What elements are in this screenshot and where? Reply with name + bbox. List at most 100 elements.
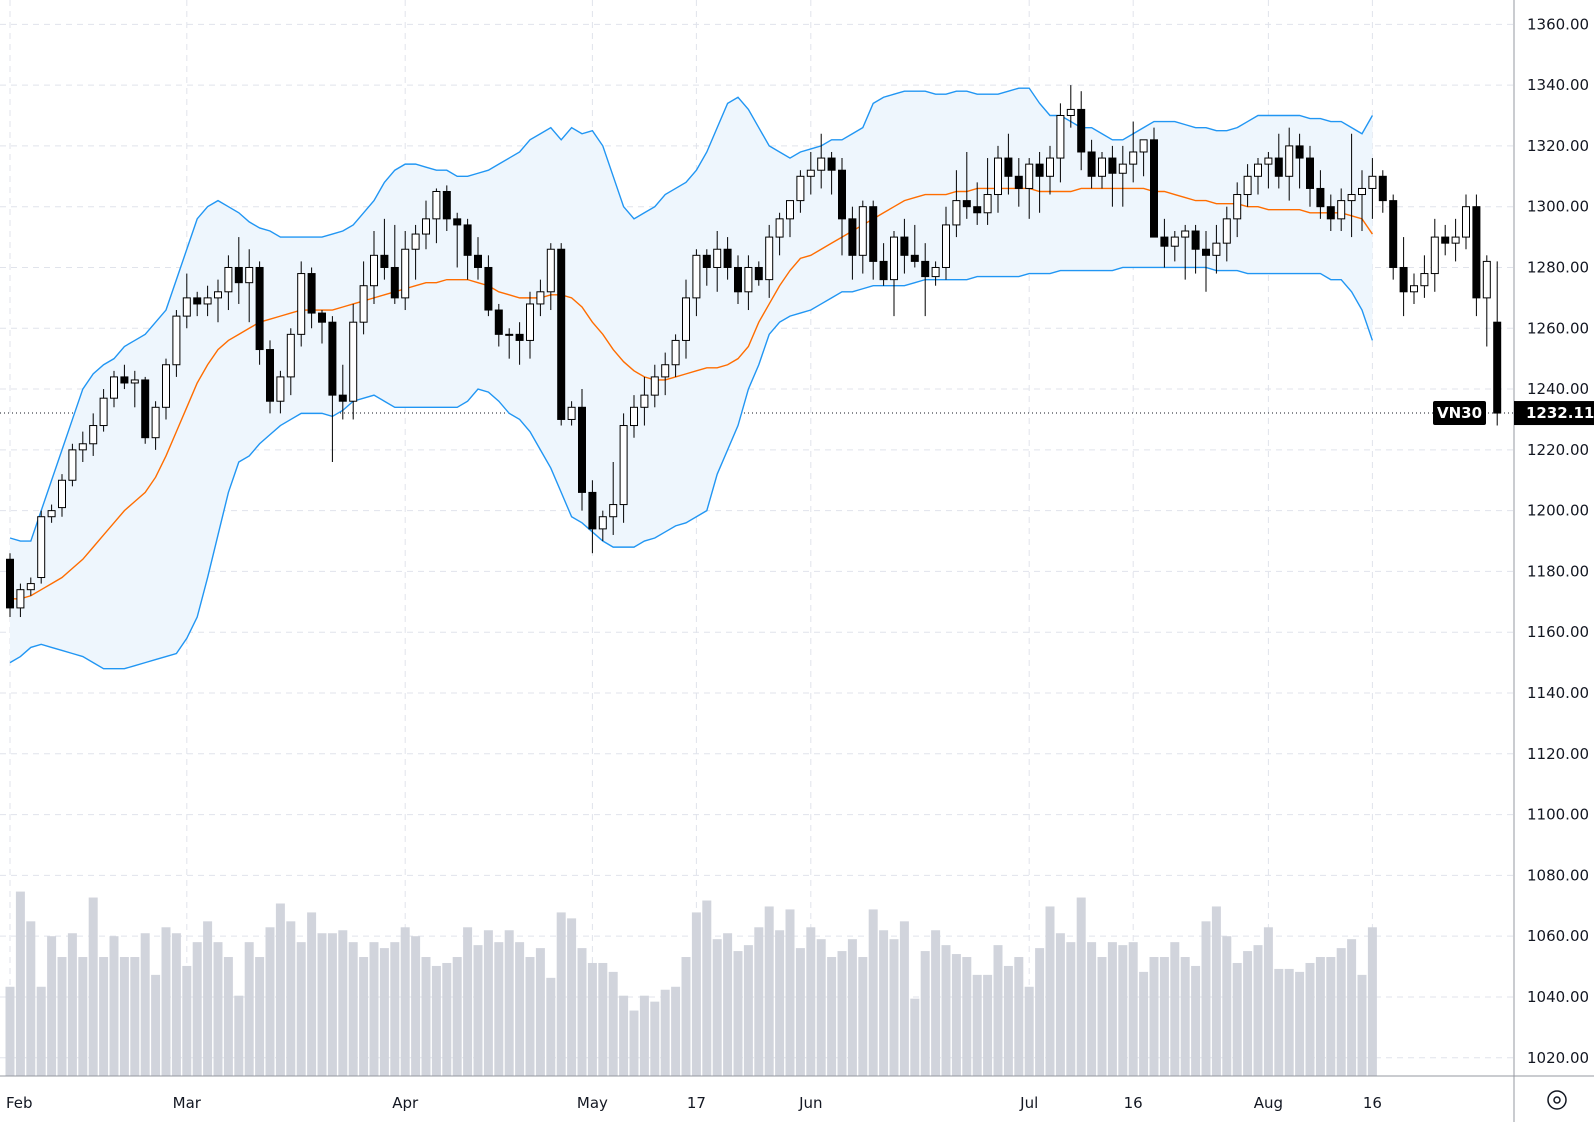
candle xyxy=(1056,103,1065,183)
volume-bar xyxy=(1118,945,1128,1076)
volume-bar xyxy=(515,942,525,1076)
candle xyxy=(973,182,982,225)
volume-bar xyxy=(431,965,441,1076)
candle xyxy=(338,364,347,420)
volume-bar xyxy=(1315,957,1325,1076)
volume-bar xyxy=(806,927,816,1076)
candle xyxy=(890,231,898,317)
candle xyxy=(578,389,586,511)
candle xyxy=(1191,224,1200,274)
candle xyxy=(297,261,306,347)
candle xyxy=(286,328,295,396)
candle xyxy=(214,279,222,323)
volume-bar xyxy=(598,962,608,1076)
time-axis[interactable]: Feb Mar Apr May 17 Jun Jul 16 Aug 16 xyxy=(0,1075,1594,1112)
volume-bar xyxy=(1211,906,1221,1076)
candle xyxy=(1430,218,1439,292)
candle xyxy=(1358,170,1366,232)
volume-bar xyxy=(379,948,389,1076)
candle xyxy=(817,133,826,189)
price-axis[interactable]: 1360.00 1340.00 1320.00 1300.00 1280.00 1260.… xyxy=(1513,0,1589,1122)
volume-bar xyxy=(608,971,618,1076)
volume-bar xyxy=(879,930,889,1076)
volume-bar xyxy=(473,945,483,1076)
candle xyxy=(1035,151,1044,213)
volume-bar xyxy=(442,962,452,1076)
volume-bar xyxy=(920,951,930,1076)
volume-bar xyxy=(1305,962,1315,1076)
volume-bar xyxy=(296,942,306,1076)
volume-bars xyxy=(5,891,1377,1076)
candle xyxy=(1326,194,1335,232)
volume-bar xyxy=(47,936,57,1076)
y-tick-label: 1200.00 xyxy=(1527,502,1589,520)
volume-bar xyxy=(348,942,358,1076)
candle xyxy=(921,243,930,317)
last-price-badge-text: 1232.11 xyxy=(1526,404,1594,422)
candle xyxy=(754,261,763,286)
volume-bar xyxy=(452,957,462,1076)
candle xyxy=(515,322,524,365)
candle xyxy=(1118,145,1127,207)
candle xyxy=(1098,151,1106,189)
candle xyxy=(806,151,815,195)
candle xyxy=(494,303,503,347)
volume-bar xyxy=(816,939,826,1076)
volume-bar xyxy=(972,974,982,1076)
candle xyxy=(838,158,846,256)
volume-bar xyxy=(463,927,473,1076)
volume-bar xyxy=(1024,986,1034,1076)
volume-bar xyxy=(899,921,909,1076)
candle xyxy=(650,364,659,408)
candle xyxy=(234,237,243,304)
candle xyxy=(1306,145,1314,207)
volume-bar xyxy=(754,927,764,1076)
symbol-badge-text: VN30 xyxy=(1437,404,1482,422)
volume-bar xyxy=(1274,968,1284,1076)
volume-bar xyxy=(1035,948,1045,1076)
candle xyxy=(6,553,14,618)
x-tick-label: 16 xyxy=(1124,1094,1143,1112)
candle xyxy=(422,200,430,250)
candle xyxy=(1399,237,1408,317)
volume-bar xyxy=(639,995,649,1076)
candle xyxy=(661,352,670,396)
volume-bar xyxy=(1159,957,1169,1076)
volume-bar xyxy=(255,957,265,1076)
candle xyxy=(879,243,888,286)
volume-bar xyxy=(1263,927,1273,1076)
volume-bar xyxy=(223,957,233,1076)
volume-bar xyxy=(702,900,712,1076)
candle xyxy=(962,151,971,219)
volume-bar xyxy=(983,974,993,1076)
volume-bar xyxy=(483,930,493,1076)
volume-bar xyxy=(1045,906,1055,1076)
last-price-badge: 1232.11 xyxy=(1514,401,1594,426)
settings-icon[interactable] xyxy=(1547,1090,1567,1110)
candle xyxy=(1462,194,1470,250)
candle xyxy=(58,474,66,517)
candle xyxy=(1025,158,1034,219)
candle xyxy=(1202,231,1210,292)
volume-bar xyxy=(317,933,327,1076)
candle xyxy=(1295,133,1304,189)
candle xyxy=(328,316,337,463)
candle xyxy=(713,231,722,292)
volume-bar xyxy=(1170,942,1180,1076)
volume-bar xyxy=(1087,942,1097,1076)
volume-bar xyxy=(743,945,753,1076)
volume-bar xyxy=(275,903,285,1076)
candle xyxy=(952,170,961,238)
candle xyxy=(89,413,98,456)
candle xyxy=(910,224,919,268)
candle xyxy=(411,224,420,280)
candle xyxy=(359,261,368,335)
volume-bar xyxy=(421,957,431,1076)
candle xyxy=(1493,261,1502,426)
volume-bar xyxy=(868,909,878,1076)
candle xyxy=(640,376,649,426)
candle xyxy=(26,577,35,596)
candle xyxy=(307,267,316,329)
candle xyxy=(1285,127,1294,201)
